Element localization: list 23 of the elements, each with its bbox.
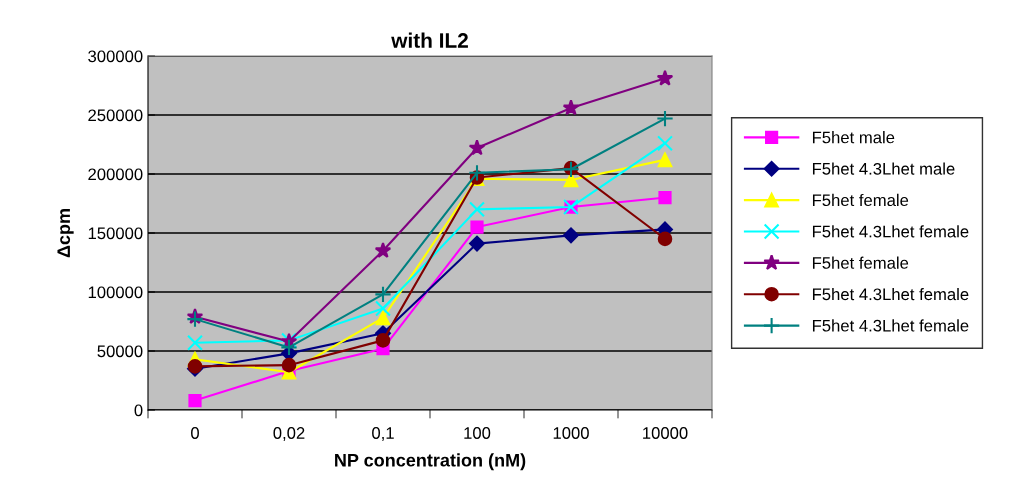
x-tick-label: 0,1 [372,427,394,441]
x-tick-label: 0 [191,427,199,439]
y-tick-label: 0 [134,404,143,417]
legend-label: F5het 4.3Lhet female [812,287,969,301]
y-tick-label: 200000 [88,168,143,181]
x-axis-title: NP concentration (nM) [335,453,526,471]
chart-title: with IL2 [391,32,468,48]
x-tick-label: 10000 [643,427,688,439]
legend-label: F5het 4.3Lhet female [812,225,969,238]
y-axis-title: Δcpm [57,209,74,258]
x-tick-label: 0,02 [273,427,305,441]
x-tick-label: 1000 [553,427,589,439]
legend-label: F5het 4.3Lhet female [812,319,969,332]
y-tick-label: 100000 [88,286,143,299]
x-tick-label: 100 [464,427,491,439]
legend-label: F5het female [812,193,909,207]
legend-label: F5het female [812,256,909,269]
y-tick-label: 250000 [88,109,143,122]
legend-label: F5het 4.3Lhet male [812,162,955,175]
y-tick-label: 150000 [88,227,143,240]
legend-label: F5het male [812,131,895,144]
y-tick-label: 50000 [97,345,143,358]
y-tick-label: 300000 [88,50,143,63]
